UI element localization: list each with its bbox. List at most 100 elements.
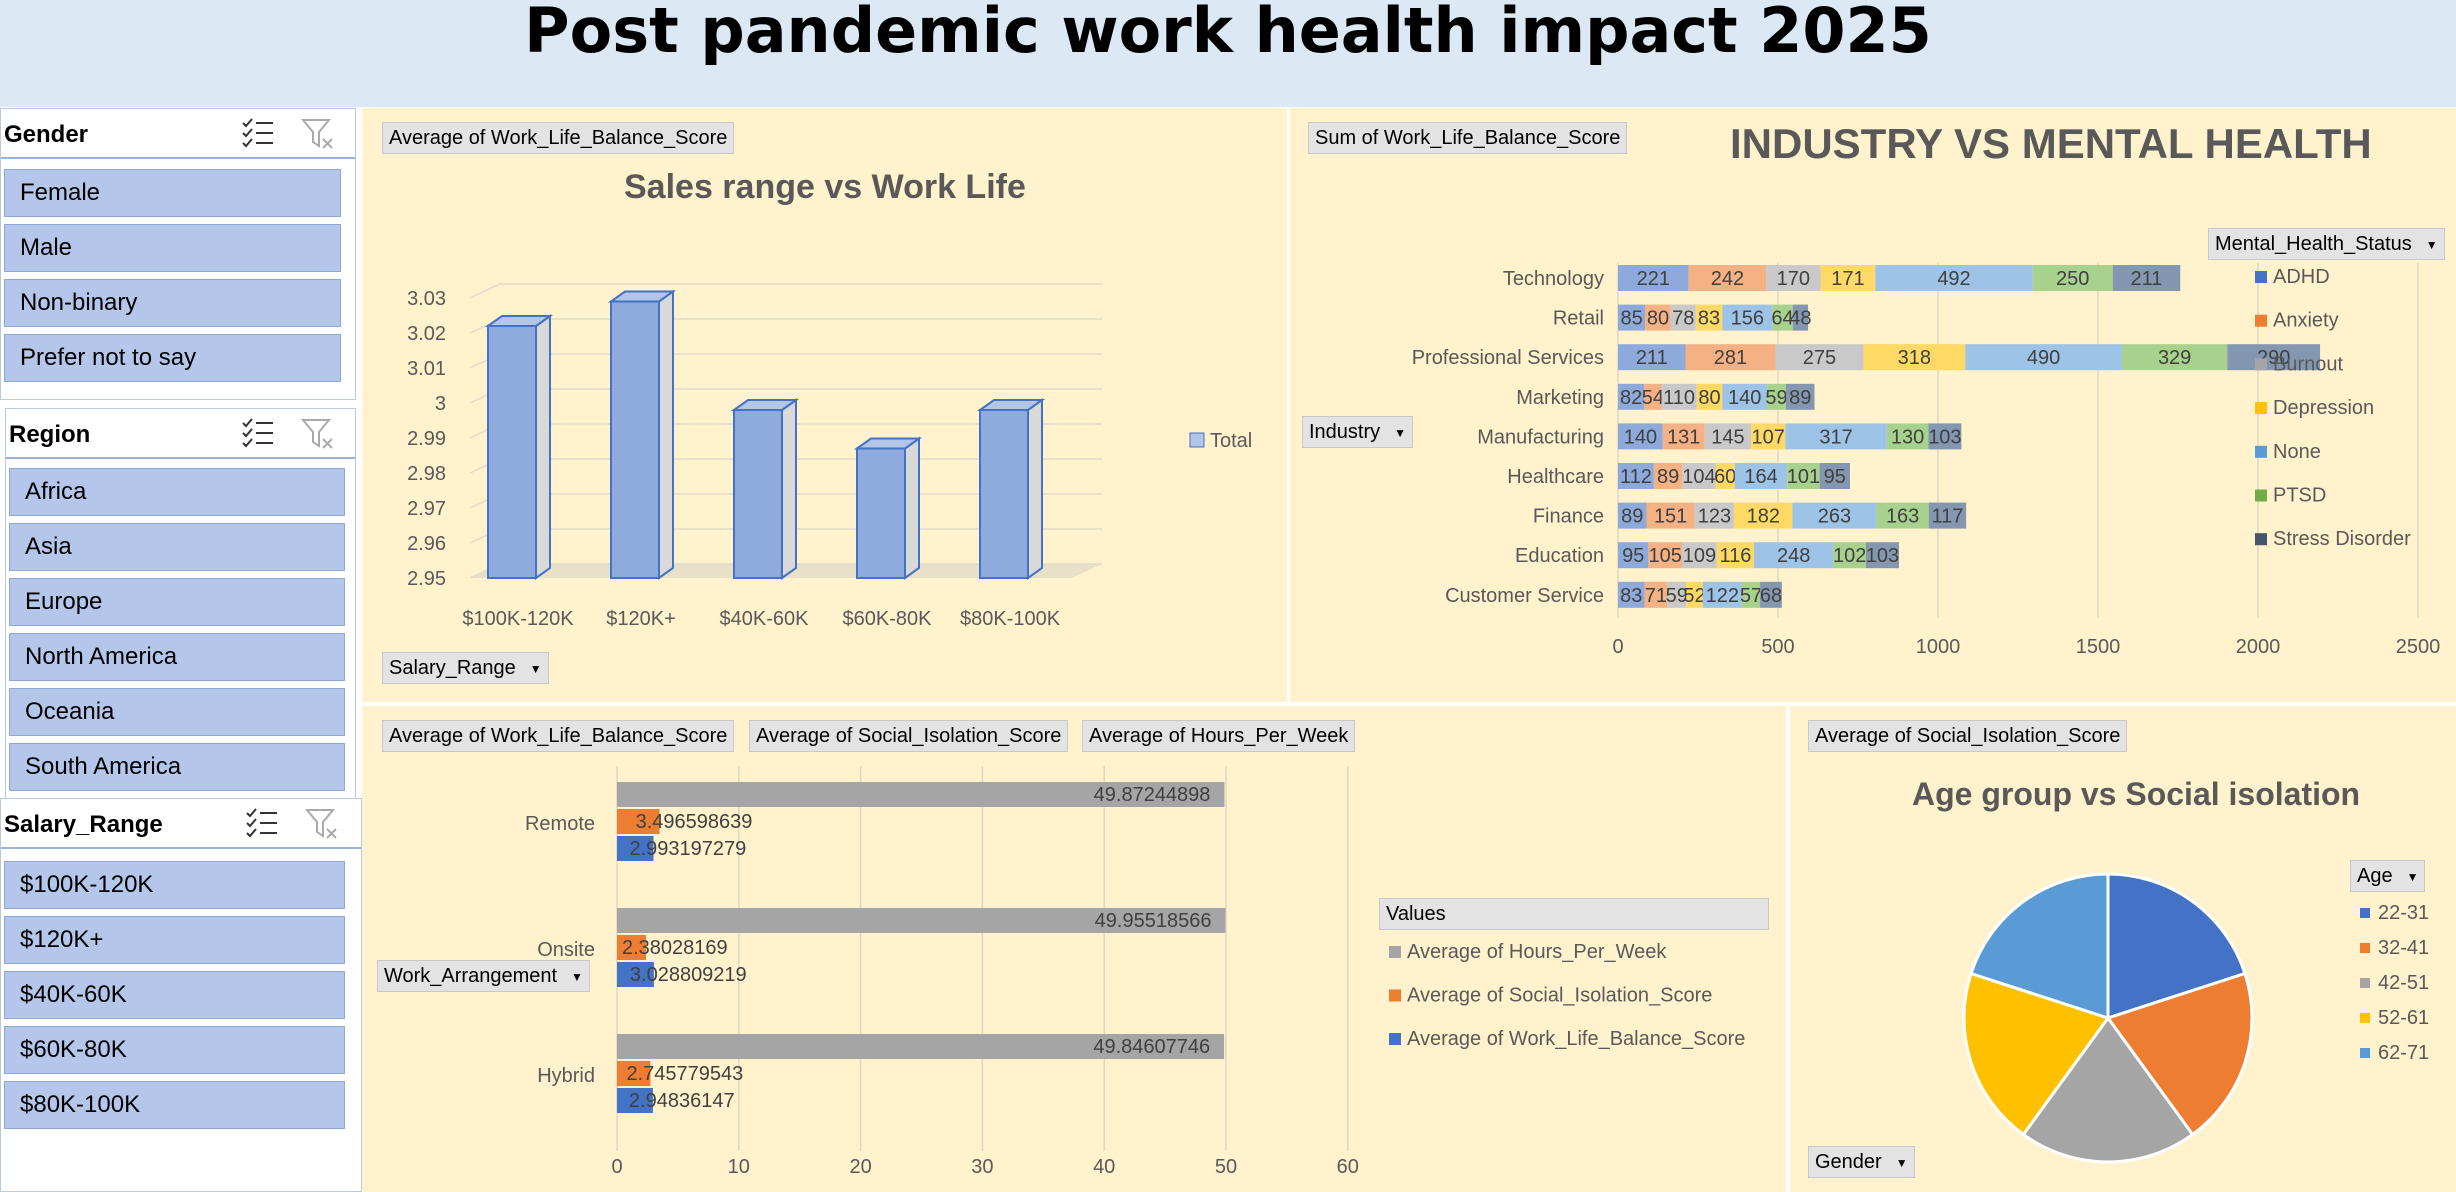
bar-segment[interactable] xyxy=(1863,344,1966,371)
bar-segment[interactable] xyxy=(1688,265,1767,291)
clear-filter-icon[interactable] xyxy=(301,117,337,151)
bar-segment[interactable] xyxy=(1928,502,1967,529)
slicer-item-80k-100k[interactable]: $80K-100K xyxy=(4,1081,345,1129)
bar-segment[interactable] xyxy=(1704,423,1752,450)
pie-slice-32-41[interactable] xyxy=(2105,971,2254,1137)
value-field-button[interactable]: Average of Social_Isolation_Score xyxy=(1808,720,2128,752)
bar-segment[interactable] xyxy=(1965,344,2122,371)
bar-segment[interactable] xyxy=(1820,265,1876,291)
bar[interactable] xyxy=(617,908,1226,933)
bar-segment[interactable] xyxy=(1833,542,1866,569)
bar-segment[interactable] xyxy=(1618,581,1645,608)
pie-slice-22-31[interactable] xyxy=(2106,872,2247,1021)
slicer-item-europe[interactable]: Europe xyxy=(9,578,345,626)
bar-segment[interactable] xyxy=(1644,383,1662,410)
bar-segment[interactable] xyxy=(1787,463,1820,489)
bar[interactable] xyxy=(617,1034,1225,1059)
bar-segment[interactable] xyxy=(1876,502,1929,529)
bar-segment[interactable] xyxy=(1792,502,1877,529)
value-field-button[interactable]: Sum of Work_Life_Balance_Score xyxy=(1308,122,1628,154)
bar-segment[interactable] xyxy=(1734,502,1793,529)
bar-segment[interactable] xyxy=(1694,502,1735,529)
bar-segment[interactable] xyxy=(1702,581,1742,608)
bar-segment[interactable] xyxy=(1766,265,1821,291)
bar-segment[interactable] xyxy=(1751,423,1786,450)
bar-segment[interactable] xyxy=(1662,423,1705,450)
gender-filter-button[interactable]: Gender ▼ xyxy=(1808,1146,1915,1178)
bar-segment[interactable] xyxy=(1618,542,1649,569)
industry-axis-button[interactable]: Industry ▼ xyxy=(1302,416,1414,448)
bar-segment[interactable] xyxy=(1760,581,1782,608)
pie-slice-42-51[interactable] xyxy=(2021,1015,2195,1164)
age-legend-button[interactable]: Age ▼ xyxy=(2350,860,2426,892)
bar-segment[interactable] xyxy=(1644,581,1668,608)
bar-segment[interactable] xyxy=(1772,304,1793,331)
slicer-item-40k-60k[interactable]: $40K-60K xyxy=(4,971,345,1019)
bar-segment[interactable] xyxy=(1646,502,1695,529)
bar-segment[interactable] xyxy=(1618,304,1646,331)
bar-segment[interactable] xyxy=(1734,463,1788,489)
bar-segment[interactable] xyxy=(1722,383,1768,410)
slicer-item-asia[interactable]: Asia xyxy=(9,523,345,571)
value-field-button[interactable]: Average of Work_Life_Balance_Score xyxy=(382,122,735,154)
pie-slice-62-71[interactable] xyxy=(1969,872,2110,1021)
multi-select-icon[interactable] xyxy=(245,807,279,839)
pie-slice-52-61[interactable] xyxy=(1962,971,2111,1137)
bar-segment[interactable] xyxy=(1792,304,1809,331)
bar-segment[interactable] xyxy=(1785,423,1887,450)
bar-segment[interactable] xyxy=(1716,542,1754,569)
bar-segment[interactable] xyxy=(1648,542,1682,569)
bar-segment[interactable] xyxy=(1786,383,1815,410)
bar-segment[interactable] xyxy=(1767,383,1786,410)
mental-health-legend-button[interactable]: Mental_Health_Status ▼ xyxy=(2208,228,2445,260)
work-arrangement-axis-button[interactable]: Work_Arrangement ▼ xyxy=(377,960,590,992)
bar-$80K-100K[interactable] xyxy=(979,409,1029,579)
bar[interactable] xyxy=(617,962,654,987)
bar-segment[interactable] xyxy=(1775,344,1864,371)
multi-select-icon[interactable] xyxy=(241,117,275,149)
bar-$120K+[interactable] xyxy=(610,300,660,579)
value-field-button[interactable]: Average of Social_Isolation_Score xyxy=(749,720,1069,752)
multi-select-icon[interactable] xyxy=(241,417,275,449)
bar-segment[interactable] xyxy=(1715,463,1735,489)
slicer-item-non-binary[interactable]: Non-binary xyxy=(4,279,341,327)
bar-segment[interactable] xyxy=(1618,502,1647,529)
bar-segment[interactable] xyxy=(1618,463,1654,489)
bar-$100K-120K[interactable] xyxy=(487,325,537,579)
slicer-item-120k[interactable]: $120K+ xyxy=(4,916,345,964)
slicer-item-100k-120k[interactable]: $100K-120K xyxy=(4,861,345,909)
bar[interactable] xyxy=(617,1061,651,1086)
bar-segment[interactable] xyxy=(1686,581,1703,608)
slicer-item-oceania[interactable]: Oceania xyxy=(9,688,345,736)
bar[interactable] xyxy=(617,836,654,861)
bar-segment[interactable] xyxy=(1928,423,1962,450)
bar[interactable] xyxy=(617,1088,653,1113)
bar-segment[interactable] xyxy=(1667,581,1687,608)
bar-$60K-80K[interactable] xyxy=(856,447,906,579)
bar-segment[interactable] xyxy=(1618,383,1645,410)
bar-segment[interactable] xyxy=(1696,383,1723,410)
bar-segment[interactable] xyxy=(1682,542,1717,569)
clear-filter-icon[interactable] xyxy=(301,417,337,451)
bar-segment[interactable] xyxy=(1661,383,1697,410)
bar[interactable] xyxy=(617,782,1225,807)
bar-segment[interactable] xyxy=(2122,344,2228,371)
bar-$40K-60K[interactable] xyxy=(733,409,783,579)
bar-segment[interactable] xyxy=(1754,542,1834,569)
bar-segment[interactable] xyxy=(1670,304,1696,331)
bar-segment[interactable] xyxy=(2032,265,2113,291)
bar-segment[interactable] xyxy=(1819,463,1850,489)
bar-segment[interactable] xyxy=(1645,304,1671,331)
values-legend-button[interactable]: Values xyxy=(1379,898,1769,930)
bar-segment[interactable] xyxy=(2227,344,2321,371)
bar-segment[interactable] xyxy=(1618,423,1663,450)
bar[interactable] xyxy=(617,809,660,834)
clear-filter-icon[interactable] xyxy=(305,807,341,841)
salary-range-axis-button[interactable]: Salary_Range ▼ xyxy=(382,652,549,684)
bar-segment[interactable] xyxy=(1618,344,1686,371)
bar-segment[interactable] xyxy=(1682,463,1716,489)
bar-segment[interactable] xyxy=(2112,265,2181,291)
value-field-button[interactable]: Average of Work_Life_Balance_Score xyxy=(382,720,735,752)
slicer-item-prefer-not-to-say[interactable]: Prefer not to say xyxy=(4,334,341,382)
slicer-item-south-america[interactable]: South America xyxy=(9,743,345,791)
